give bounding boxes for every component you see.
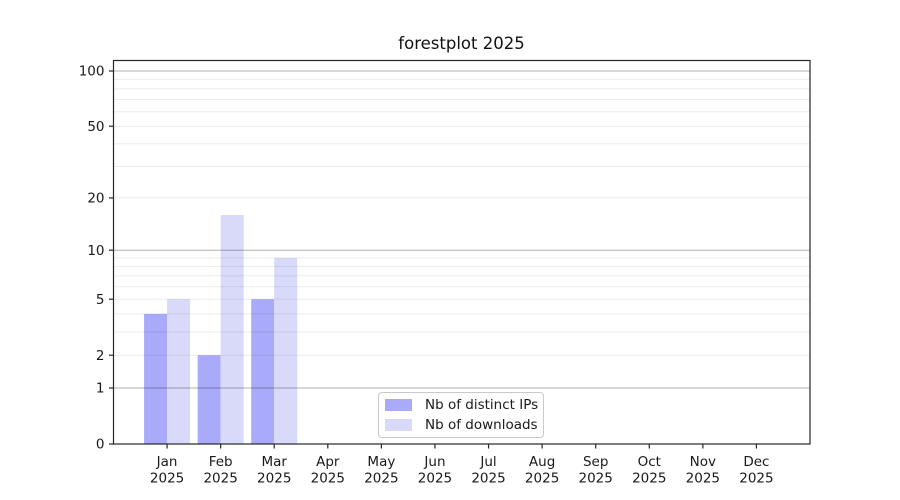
x-tick-label-year: 2025 [257,471,291,487]
x-tick-label-year: 2025 [311,471,345,487]
x-tick-label-month: Jun [423,454,445,470]
x-tick-label-month: Mar [261,454,287,470]
x-tick-label-year: 2025 [203,471,237,487]
x-tick-label-month: Feb [209,454,233,470]
x-tick-label-year: 2025 [525,471,559,487]
y-tick-label: 20 [87,191,104,207]
bar-distinct-ips-feb [197,355,221,444]
x-tick-label-year: 2025 [418,471,452,487]
bar-downloads-jan [167,299,191,444]
x-tick-label-year: 2025 [364,471,398,487]
y-tick-label: 0 [96,437,105,453]
chart-title: forestplot 2025 [398,34,525,53]
x-tick-label-year: 2025 [579,471,613,487]
x-tick-label-month: May [367,454,395,470]
x-tick-label-year: 2025 [150,471,184,487]
plot-border [112,59,811,445]
y-tick-label: 50 [87,119,104,135]
x-tick-label-month: Jan [156,454,178,470]
y-tick-label: 2 [96,348,105,364]
bar-distinct-ips-jan [144,313,168,444]
y-tick-label: 100 [79,64,105,80]
bar-downloads-feb [220,215,244,444]
legend-swatch-distinct-ips-icon [385,399,412,411]
y-tick-label: 5 [96,292,105,308]
bar-downloads-mar [274,257,298,444]
x-tick-label-month: Dec [743,454,769,470]
legend: Nb of distinct IPs Nb of downloads [378,392,544,438]
legend-item-downloads: Nb of downloads [385,417,543,434]
x-tick-label-month: Sep [583,454,608,470]
bar-distinct-ips-mar [251,299,275,444]
legend-swatch-downloads-icon [385,419,412,431]
x-tick-label-year: 2025 [686,471,720,487]
x-tick-label-year: 2025 [632,471,666,487]
x-tick-label-month: Nov [690,454,716,470]
x-tick-label-year: 2025 [471,471,505,487]
x-tick-label-month: Oct [638,454,661,470]
y-tick-label: 10 [87,243,104,259]
legend-label-distinct-ips: Nb of distinct IPs [425,397,539,413]
legend-label-downloads: Nb of downloads [425,417,538,433]
x-tick-label-month: Jul [479,454,496,470]
x-tick-label-month: Apr [316,454,340,470]
x-tick-label-year: 2025 [739,471,773,487]
x-tick-label-month: Aug [529,454,555,470]
legend-item-distinct-ips: Nb of distinct IPs [385,397,543,414]
y-tick-label: 1 [96,381,105,397]
